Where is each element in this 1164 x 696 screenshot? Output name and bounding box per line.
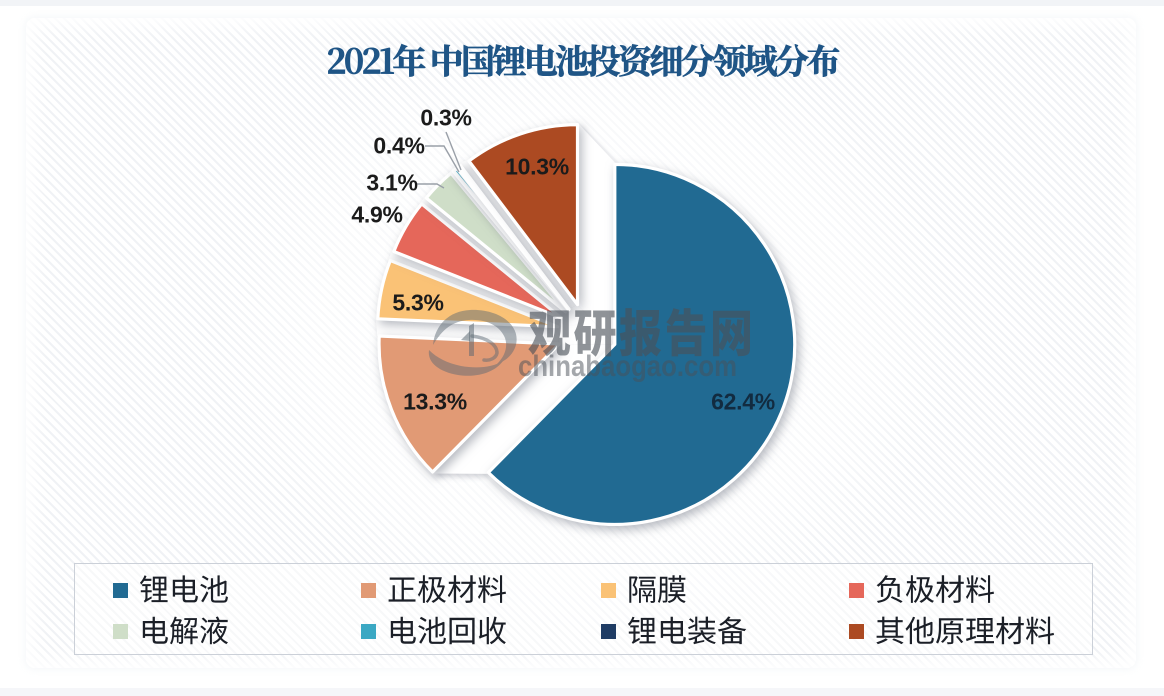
svg-text:chinabaogao.com: chinabaogao.com <box>518 350 737 383</box>
